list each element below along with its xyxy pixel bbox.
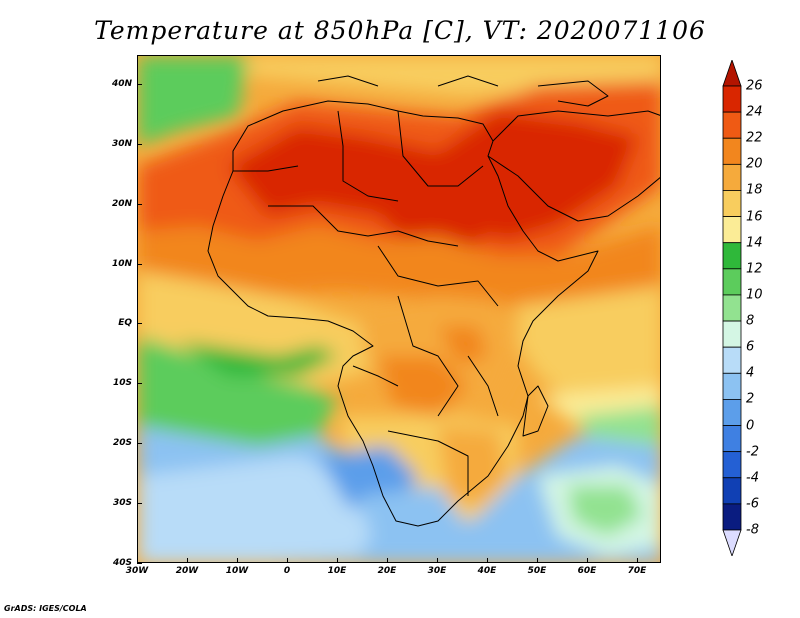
colorbar-segment (722, 320, 742, 348)
lat-label: EQ (118, 318, 132, 328)
lat-tick (137, 383, 142, 384)
lat-label: 30S (112, 498, 132, 508)
colorbar-segment (722, 216, 742, 244)
colorbar-label: -4 (746, 470, 759, 486)
lat-label: 10N (111, 259, 132, 269)
temperature-field (138, 56, 660, 562)
lat-tick (137, 323, 142, 324)
lat-tick (137, 204, 142, 205)
lon-label: 10E (327, 566, 347, 576)
temperature-map (137, 55, 661, 563)
colorbar-bottom-arrow (722, 529, 742, 556)
lon-label: 30E (427, 566, 447, 576)
lat-tick (137, 264, 142, 265)
lon-label: 0 (283, 566, 291, 576)
lon-tick (587, 558, 588, 563)
colorbar-segment (722, 163, 742, 191)
colorbar-segment (722, 137, 742, 165)
lat-label: 30N (111, 139, 132, 149)
colorbar-segment (722, 294, 742, 322)
lat-tick (137, 443, 142, 444)
colorbar-label: 24 (746, 104, 763, 120)
lon-tick (287, 558, 288, 563)
lat-label: 20S (112, 438, 132, 448)
colorbar-segment (722, 451, 742, 479)
colorbar-label: 16 (746, 209, 763, 225)
lon-tick (637, 558, 638, 563)
colorbar-top-arrow (722, 60, 742, 87)
colorbar-segment (722, 111, 742, 139)
lon-label: 70E (627, 566, 647, 576)
colorbar-label: -6 (746, 496, 759, 512)
lat-tick (137, 503, 142, 504)
map-title: Temperature at 850hPa [C], VT: 202007110… (94, 16, 706, 45)
colorbar-label: -2 (746, 444, 759, 460)
colorbar-segment (722, 190, 742, 217)
lon-label: 30W (125, 566, 149, 576)
colorbar-label: 18 (746, 182, 763, 198)
colorbar-label: 8 (746, 313, 755, 329)
lat-label: 10S (112, 378, 132, 388)
colorbar-label: 2 (746, 391, 755, 407)
colorbar-label: 22 (746, 130, 763, 146)
lon-label: 20W (175, 566, 199, 576)
colorbar-label: 12 (746, 261, 763, 277)
lat-tick (137, 563, 142, 564)
colorbar-label: 20 (746, 156, 763, 172)
lon-tick (337, 558, 338, 563)
lon-tick (437, 558, 438, 563)
lat-tick (137, 84, 142, 85)
colorbar-label: 6 (746, 339, 755, 355)
colorbar-segment (722, 242, 742, 270)
colorbar-segment (722, 85, 742, 113)
credit-label: GrADS: IGES/COLA (4, 604, 87, 613)
colorbar-label: 4 (746, 365, 755, 381)
lon-label: 20E (377, 566, 397, 576)
colorbar-label: -8 (746, 522, 759, 538)
lat-label: 40S (112, 558, 132, 568)
colorbar-segment (722, 503, 742, 531)
colorbar-segment (722, 399, 742, 426)
lon-label: 50E (527, 566, 547, 576)
lon-label: 60E (577, 566, 597, 576)
lon-label: 10W (225, 566, 249, 576)
colorbar (722, 60, 742, 556)
colorbar-segment (722, 346, 742, 374)
lon-tick (137, 558, 138, 563)
colorbar-segment (722, 372, 742, 400)
colorbar-label: 0 (746, 418, 755, 434)
colorbar-label: 14 (746, 235, 763, 251)
colorbar-segment (722, 425, 742, 453)
colorbar-label: 10 (746, 287, 763, 303)
lat-tick (137, 144, 142, 145)
colorbar-label: 26 (746, 78, 763, 94)
lat-label: 20N (111, 199, 132, 209)
lon-tick (387, 558, 388, 563)
lon-tick (487, 558, 488, 563)
lon-label: 40E (477, 566, 497, 576)
colorbar-segment (722, 268, 742, 296)
lon-tick (237, 558, 238, 563)
colorbar-segment (722, 477, 742, 505)
lon-tick (537, 558, 538, 563)
lon-tick (187, 558, 188, 563)
lat-label: 40N (111, 79, 132, 89)
